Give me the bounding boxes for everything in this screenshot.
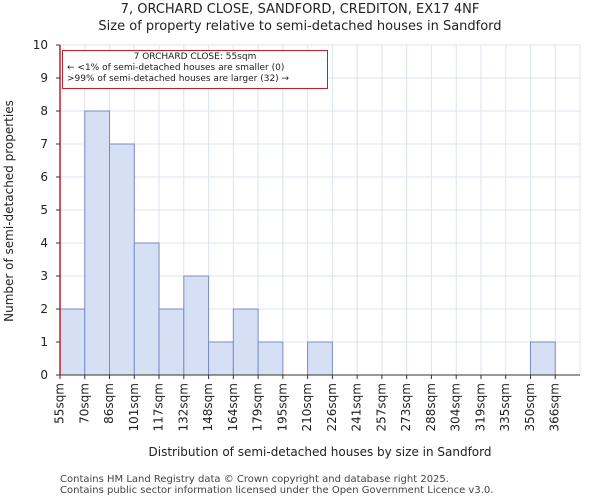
bar-148sqm [208, 341, 234, 376]
x-tick-label-304sqm: 304sqm [449, 383, 463, 431]
x-tick-label-55sqm: 55sqm [53, 383, 67, 424]
x-tick-label-70sqm: 70sqm [77, 383, 91, 424]
x-tick-label-132sqm: 132sqm [176, 383, 190, 431]
y-tick-label-2: 2 [40, 302, 48, 316]
x-tick-label-195sqm: 195sqm [275, 383, 289, 431]
x-tick-label-86sqm: 86sqm [102, 383, 116, 424]
x-tick-label-257sqm: 257sqm [374, 383, 388, 431]
x-axis-label: Distribution of semi-detached houses by … [148, 445, 492, 459]
chart-title: 7, ORCHARD CLOSE, SANDFORD, CREDITON, EX… [120, 2, 480, 17]
bar-55sqm [59, 308, 86, 376]
y-tick-label-8: 8 [40, 104, 48, 118]
x-tick-label-273sqm: 273sqm [399, 383, 413, 431]
bar-101sqm [133, 242, 160, 376]
x-tick-label-350sqm: 350sqm [523, 383, 537, 431]
y-tick-label-1: 1 [40, 335, 48, 349]
x-tick-label-366sqm: 366sqm [548, 383, 562, 431]
x-tick-label-335sqm: 335sqm [498, 383, 512, 431]
y-axis-label-wrap: Number of semi-detached properties [2, 46, 16, 376]
footer-line-1: Contains HM Land Registry data © Crown c… [60, 474, 449, 485]
annotation-box: 7 ORCHARD CLOSE: 55sqm ← <1% of semi-det… [62, 50, 328, 89]
bars-layer [59, 110, 556, 376]
x-tick-label-101sqm: 101sqm [127, 383, 141, 431]
x-tick-label-319sqm: 319sqm [473, 383, 487, 431]
y-tick-label-4: 4 [40, 236, 48, 250]
footer-line-2: Contains public sector information licen… [60, 485, 494, 496]
y-tick-label-10: 10 [33, 38, 48, 52]
y-tick-label-6: 6 [40, 170, 48, 184]
x-tick-label-148sqm: 148sqm [201, 383, 215, 431]
annotation-line-1: 7 ORCHARD CLOSE: 55sqm [133, 52, 257, 62]
chart-subtitle: Size of property relative to semi-detach… [98, 19, 502, 34]
y-tick-label-3: 3 [40, 269, 48, 283]
y-tick-label-0: 0 [40, 368, 48, 382]
bar-179sqm [257, 341, 284, 376]
y-tick-label-9: 9 [40, 71, 48, 85]
x-tick-label-179sqm: 179sqm [251, 383, 265, 431]
annotation-line-3: >99% of semi-detached houses are larger … [67, 74, 290, 84]
y-tick-label-7: 7 [40, 137, 48, 151]
axes-layer [56, 44, 580, 379]
x-tick-label-226sqm: 226sqm [325, 383, 339, 431]
x-tick-label-164sqm: 164sqm [226, 383, 240, 431]
bar-70sqm [84, 110, 111, 376]
annotation-line-2: ← <1% of semi-detached houses are smalle… [67, 63, 285, 73]
x-tick-label-288sqm: 288sqm [424, 383, 438, 431]
bar-350sqm [529, 341, 556, 376]
bar-132sqm [183, 275, 210, 376]
x-tick-label-117sqm: 117sqm [152, 383, 166, 431]
bar-86sqm [109, 143, 135, 376]
bar-210sqm [307, 341, 333, 376]
bar-117sqm [158, 308, 185, 376]
x-tick-label-241sqm: 241sqm [350, 383, 364, 431]
y-tick-label-5: 5 [40, 203, 48, 217]
bar-164sqm [232, 308, 259, 376]
y-axis-label: Number of semi-detached properties [2, 100, 16, 322]
x-tick-labels: 55sqm 70sqm 86sqm 101sqm 117sqm 132sqm 148sqm 1… [53, 383, 562, 431]
y-tick-labels: 0 1 2 3 4 5 6 7 8 9 10 [33, 38, 48, 382]
x-tick-label-210sqm: 210sqm [300, 383, 314, 431]
